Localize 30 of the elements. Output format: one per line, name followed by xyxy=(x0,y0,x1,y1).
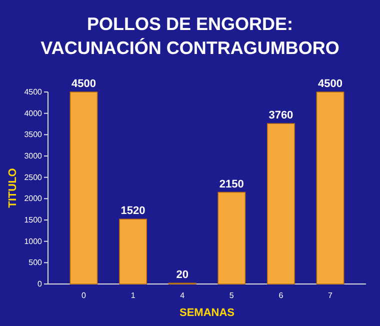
y-tick-label: 2000 xyxy=(24,194,43,204)
chart-title: POLLOS DE ENGORDE: VACUNACIÓN CONTRAGUMBORO xyxy=(40,14,340,58)
y-tick-label: 4500 xyxy=(24,88,43,97)
y-tick-label: 1000 xyxy=(24,236,43,246)
y-tick-label: 1500 xyxy=(24,216,43,225)
x-tick-label: 7 xyxy=(328,291,334,300)
data-label: 3760 xyxy=(268,110,294,122)
data-label: 20 xyxy=(176,269,188,282)
bar xyxy=(316,92,344,284)
data-label: 1520 xyxy=(120,205,146,218)
data-label: 4500 xyxy=(72,78,96,90)
x-tick-label: 6 xyxy=(278,291,284,300)
bar xyxy=(218,192,246,284)
y-tick-label: 500 xyxy=(28,258,43,268)
y-tick-label: 3500 xyxy=(24,130,43,140)
bar xyxy=(119,218,148,284)
data-label: 4500 xyxy=(318,78,342,90)
bar xyxy=(266,123,295,284)
y-axis-title: TITULO xyxy=(7,168,19,208)
data-label: 2150 xyxy=(219,178,244,190)
x-axis-title: SEMANAS xyxy=(179,307,235,319)
x-tick-label: 1 xyxy=(130,291,136,300)
x-tick-label: 0 xyxy=(82,291,87,300)
x-tick-label: 4 xyxy=(180,291,186,300)
y-tick-label: 2500 xyxy=(24,172,43,182)
x-tick-label: 5 xyxy=(229,291,234,300)
bar xyxy=(70,92,98,284)
y-tick-label: 0 xyxy=(38,280,43,289)
y-tick-label: 4000 xyxy=(24,108,43,118)
y-tick-label: 3000 xyxy=(24,152,43,161)
